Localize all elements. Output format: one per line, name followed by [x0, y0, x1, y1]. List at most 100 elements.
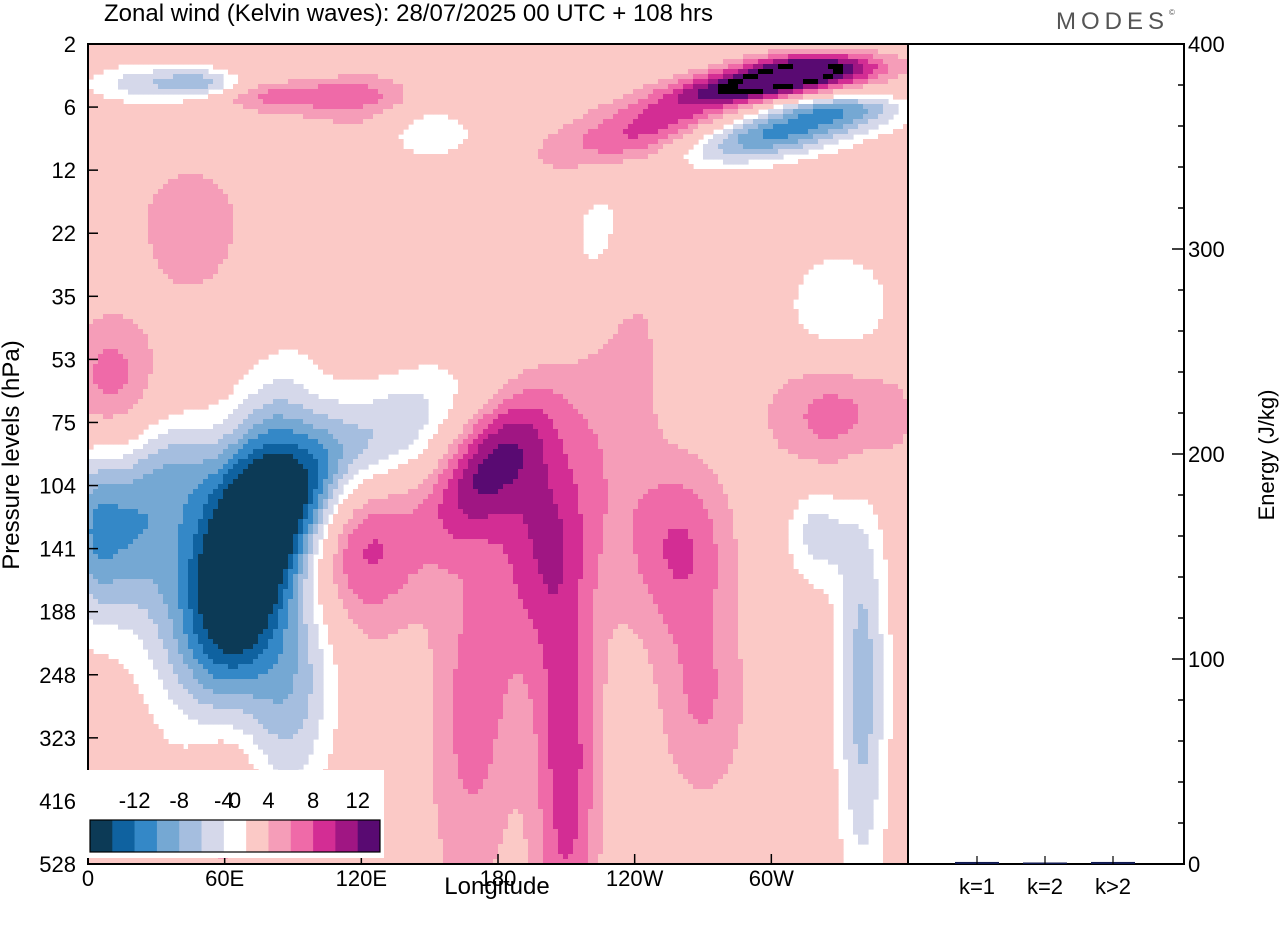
- field-cell: [238, 104, 244, 110]
- field-cell: [238, 134, 244, 140]
- field-cell: [523, 164, 529, 170]
- field-cell: [718, 134, 724, 140]
- field-cell: [193, 89, 199, 95]
- field-cell: [263, 49, 269, 55]
- field-cell: [258, 149, 264, 155]
- field-cell: [258, 49, 264, 55]
- field-cell: [163, 174, 169, 180]
- field-cell: [393, 89, 399, 95]
- field-cell: [603, 89, 609, 95]
- field-cell: [508, 174, 514, 180]
- field-cell: [703, 149, 709, 155]
- field-cell: [268, 54, 274, 60]
- field-cell: [868, 79, 874, 85]
- field-cell: [473, 134, 479, 140]
- field-cell: [553, 54, 559, 60]
- field-cell: [358, 194, 364, 200]
- field-cell: [578, 194, 584, 200]
- field-cell: [598, 169, 604, 175]
- field-cell: [273, 59, 279, 65]
- field-cell: [403, 194, 409, 200]
- field-cell: [173, 69, 179, 75]
- field-cell: [278, 204, 284, 210]
- field-cell: [723, 99, 729, 105]
- field-cell: [503, 139, 509, 145]
- field-cell: [788, 129, 794, 135]
- field-cell: [263, 179, 269, 185]
- field-cell: [878, 139, 884, 145]
- field-cell: [163, 154, 169, 160]
- field-cell: [813, 99, 819, 105]
- field-cell: [773, 64, 779, 70]
- field-cell: [378, 179, 384, 185]
- field-cell: [668, 99, 674, 105]
- field-cell: [878, 199, 884, 205]
- field-cell: [343, 144, 349, 150]
- field-cell: [773, 174, 779, 180]
- field-cell: [278, 129, 284, 135]
- field-cell: [258, 94, 264, 100]
- field-cell: [823, 119, 829, 125]
- field-cell: [168, 89, 174, 95]
- field-cell: [668, 139, 674, 145]
- field-cell: [678, 124, 684, 130]
- field-cell: [188, 149, 194, 155]
- field-cell: [498, 64, 504, 70]
- field-cell: [188, 54, 194, 60]
- field-cell: [398, 84, 404, 90]
- field-cell: [548, 144, 554, 150]
- field-cell: [263, 169, 269, 175]
- field-cell: [883, 199, 889, 205]
- field-cell: [553, 69, 559, 75]
- field-cell: [488, 169, 494, 175]
- field-cell: [863, 159, 869, 165]
- field-cell: [763, 94, 769, 100]
- field-cell: [698, 59, 704, 65]
- field-cell: [503, 114, 509, 120]
- field-cell: [303, 164, 309, 170]
- field-cell: [303, 64, 309, 70]
- field-cell: [308, 134, 314, 140]
- field-cell: [238, 184, 244, 190]
- field-cell: [668, 64, 674, 70]
- field-cell: [573, 164, 579, 170]
- field-cell: [128, 54, 134, 60]
- field-cell: [148, 149, 154, 155]
- field-cell: [158, 84, 164, 90]
- field-cell: [193, 199, 199, 205]
- field-cell: [723, 139, 729, 145]
- field-cell: [648, 159, 654, 165]
- field-cell: [308, 189, 314, 195]
- field-cell: [558, 84, 564, 90]
- field-cell: [778, 64, 784, 70]
- field-cell: [773, 179, 779, 185]
- field-cell: [733, 154, 739, 160]
- field-cell: [293, 59, 299, 65]
- field-cell: [548, 164, 554, 170]
- field-cell: [808, 139, 814, 145]
- field-cell: [553, 109, 559, 115]
- field-cell: [463, 139, 469, 145]
- field-cell: [633, 184, 639, 190]
- field-cell: [213, 79, 219, 85]
- field-cell: [538, 194, 544, 200]
- field-cell: [578, 189, 584, 195]
- field-cell: [758, 79, 764, 85]
- field-cell: [853, 189, 859, 195]
- field-cell: [513, 54, 519, 60]
- field-cell: [898, 199, 904, 205]
- field-cell: [673, 84, 679, 90]
- field-cell: [348, 184, 354, 190]
- field-cell: [673, 59, 679, 65]
- field-cell: [618, 59, 624, 65]
- field-cell: [373, 194, 379, 200]
- field-cell: [413, 99, 419, 105]
- field-cell: [308, 54, 314, 60]
- field-cell: [98, 159, 104, 165]
- field-cell: [128, 104, 134, 110]
- field-cell: [823, 129, 829, 135]
- field-cell: [763, 179, 769, 185]
- field-cell: [423, 69, 429, 75]
- field-cell: [618, 154, 624, 160]
- field-cell: [243, 104, 249, 110]
